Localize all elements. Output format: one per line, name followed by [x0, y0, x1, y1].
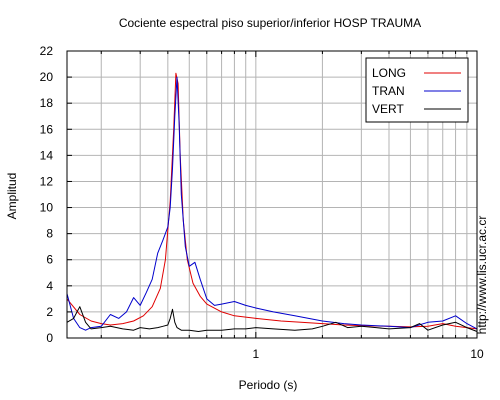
legend-label-tran: TRAN: [372, 84, 405, 98]
legend: LONG TRAN VERT: [365, 57, 469, 123]
y-tick-label: 14: [40, 148, 54, 162]
series-line-vert: [66, 306, 478, 332]
chart-title: Cociente espectral piso superior/inferio…: [119, 16, 421, 30]
y-tick-label: 10: [40, 201, 54, 215]
legend-box: [365, 57, 469, 123]
y-tick-label: 16: [40, 122, 54, 136]
axis-ticks: 0 2 4 6 8 10 12 14 16 18 20 22 1 10: [40, 44, 484, 361]
y-tick-label: 18: [40, 96, 54, 110]
legend-label-vert: VERT: [372, 102, 404, 116]
x-axis-label: Periodo (s): [239, 378, 298, 392]
y-tick-label: 6: [46, 253, 53, 267]
y-tick-label: 2: [46, 305, 53, 319]
series-line-tran: [66, 76, 478, 331]
legend-label-long: LONG: [372, 66, 406, 80]
y-tick-label: 4: [46, 279, 53, 293]
source-url-watermark: http://www.lis.ucr.ac.cr: [475, 216, 489, 335]
y-tick-label: 8: [46, 227, 53, 241]
y-tick-label: 22: [40, 44, 54, 58]
y-tick-label: 0: [46, 331, 53, 345]
y-tick-label: 20: [40, 70, 54, 84]
x-tick-label: 10: [470, 347, 484, 361]
series-layer: [66, 72, 478, 332]
y-axis-label: Amplitud: [5, 173, 19, 220]
plot-frame: [66, 50, 478, 339]
y-tick-label: 12: [40, 174, 54, 188]
x-tick-label: 1: [252, 347, 259, 361]
